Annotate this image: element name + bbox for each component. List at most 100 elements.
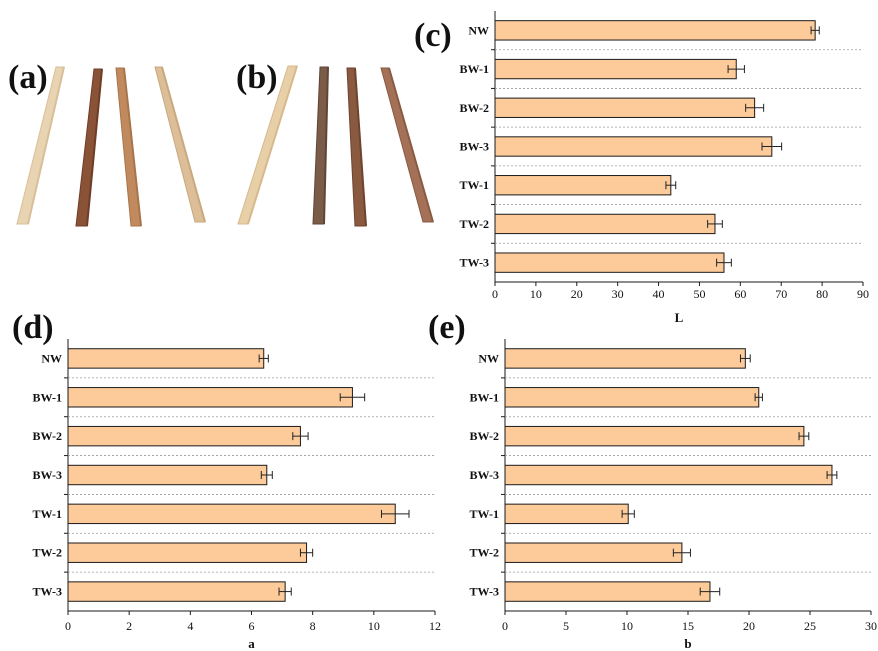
chart-e: (e) NW BW-1 BW-2 BW-3 TW-1 TW-2 TW-3 0 5 10 15 20 2… [428,309,877,651]
error-bar-tw-1 [665,181,677,190]
error-bar-tw-1 [380,509,410,518]
wood-stick-edge [161,66,206,223]
chart-d-x-ticks: 0 2 4 6 8 10 12 [65,611,441,633]
bar-nw [504,348,746,369]
x-tick-label: 0 [492,287,498,301]
x-tick-label: 30 [612,287,624,301]
bar-bw-3 [494,136,773,157]
wood-stick-edge [354,67,367,227]
x-tick-label: 2 [126,619,132,633]
chart-c-x-axis-title: L [675,310,684,325]
x-tick-label: 6 [249,619,255,633]
category-label: BW-1 [469,390,499,404]
wood-stick-edge [27,66,65,225]
category-label: NW [468,23,489,37]
wood-stick-b-4 [380,67,434,223]
bar-bw-2 [504,425,805,447]
x-tick-label: 20 [743,619,755,633]
wood-stick-b-2 [312,66,329,225]
chart-d-x-axis-title: a [248,636,255,651]
bar-tw-1 [494,175,672,196]
bar-bw-1 [67,387,353,408]
chart-e-x-axis-title: b [684,636,691,651]
error-bar-nw [258,354,269,363]
category-label: BW-3 [32,468,62,482]
x-tick-label: 0 [502,619,508,633]
category-label: TW-2 [32,546,62,560]
category-label: TW-1 [32,507,62,521]
photo-b-label: (b) [236,59,278,96]
x-tick-label: 50 [693,287,705,301]
photo-panel-a: (a) [2,58,227,233]
error-bar-tw-3 [278,587,292,596]
chart-c: (c) NW BW-1 BW-2 BW-3 TW-1 TW-2 TW-3 0 10 20 30 40… [414,11,869,325]
wood-stick-edge [388,67,434,223]
chart-e-x-ticks: 0 5 10 15 20 25 30 [502,611,877,633]
bar-tw-1 [504,503,629,525]
wood-stick-b-1 [237,65,298,225]
category-label: NW [478,351,499,365]
wood-stick-b-3 [346,67,367,227]
error-bar-tw-2 [707,219,723,228]
category-label: BW-3 [459,140,489,154]
category-label: BW-1 [32,390,62,404]
error-bar-bw-2 [292,432,309,441]
bar-tw-3 [504,581,711,602]
error-bar-bw-1 [754,393,763,402]
error-bar-tw-1 [621,509,635,518]
category-label: BW-2 [32,429,62,443]
x-tick-label: 4 [187,619,193,633]
bar-nw [67,348,265,369]
chart-d-category-labels: NW BW-1 BW-2 BW-3 TW-1 TW-2 TW-3 [32,351,62,598]
x-tick-label: 70 [775,287,787,301]
x-tick-label: 10 [368,619,380,633]
bar-tw-3 [494,252,725,273]
x-tick-label: 80 [816,287,828,301]
x-tick-label: 12 [429,619,441,633]
bar-bw-3 [67,464,268,486]
error-bar-nw [810,26,820,35]
category-label: NW [41,351,62,365]
x-tick-label: 8 [310,619,316,633]
x-tick-label: 15 [682,619,694,633]
category-label: TW-3 [469,585,499,599]
bar-tw-2 [504,542,683,563]
error-bar-bw-3 [826,471,838,479]
error-bar-tw-2 [672,548,691,557]
wood-stick-edge [123,67,142,227]
error-bar-bw-1 [727,65,745,74]
chart-c-category-labels: NW BW-1 BW-2 BW-3 TW-1 TW-2 TW-3 [459,23,489,269]
x-tick-label: 25 [804,619,816,633]
wood-stick-a-3 [115,67,142,227]
wood-stick-a-2 [75,68,103,227]
error-bar-tw-3 [699,587,721,596]
wood-stick-a-1 [16,66,65,225]
x-tick-label: 10 [530,287,542,301]
category-label: TW-2 [459,217,489,231]
wood-stick-edge [323,66,329,225]
chart-c-panel-label: (c) [414,17,452,54]
error-bar-nw [739,354,751,363]
x-tick-label: 40 [653,287,665,301]
error-bar-bw-2 [745,103,765,112]
photo-panel-b: (b) [232,58,442,233]
bar-nw [494,20,816,41]
wood-stick-edge [86,68,103,227]
chart-c-x-ticks: 0 10 20 30 40 50 60 70 80 90 [492,282,869,301]
x-tick-label: 60 [734,287,746,301]
bar-bw-1 [494,58,737,80]
chart-c-plot-area [491,11,863,283]
error-bar-bw-2 [798,432,810,441]
bar-tw-1 [67,503,396,525]
photo-a-sticks [16,66,206,227]
bar-tw-3 [67,581,286,602]
photo-b-sticks [237,65,434,227]
bar-tw-2 [67,542,308,563]
bar-bw-2 [494,97,756,118]
chart-d: (d) NW BW-1 BW-2 BW-3 TW-1 TW-2 TW-3 0 2 4 6 8 10 12… [12,309,441,651]
chart-d-panel-label: (d) [12,309,54,346]
x-tick-label: 10 [621,619,633,633]
x-tick-label: 30 [865,619,877,633]
x-tick-label: 0 [65,619,71,633]
